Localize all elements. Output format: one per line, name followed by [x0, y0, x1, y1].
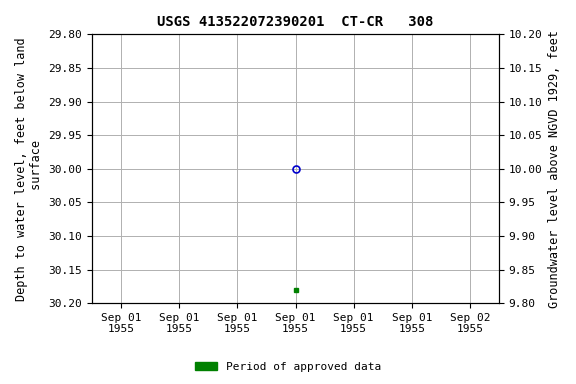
- Title: USGS 413522072390201  CT-CR   308: USGS 413522072390201 CT-CR 308: [157, 15, 434, 29]
- Y-axis label: Depth to water level, feet below land
 surface: Depth to water level, feet below land su…: [15, 37, 43, 301]
- Y-axis label: Groundwater level above NGVD 1929, feet: Groundwater level above NGVD 1929, feet: [548, 30, 561, 308]
- Legend: Period of approved data: Period of approved data: [191, 358, 385, 377]
